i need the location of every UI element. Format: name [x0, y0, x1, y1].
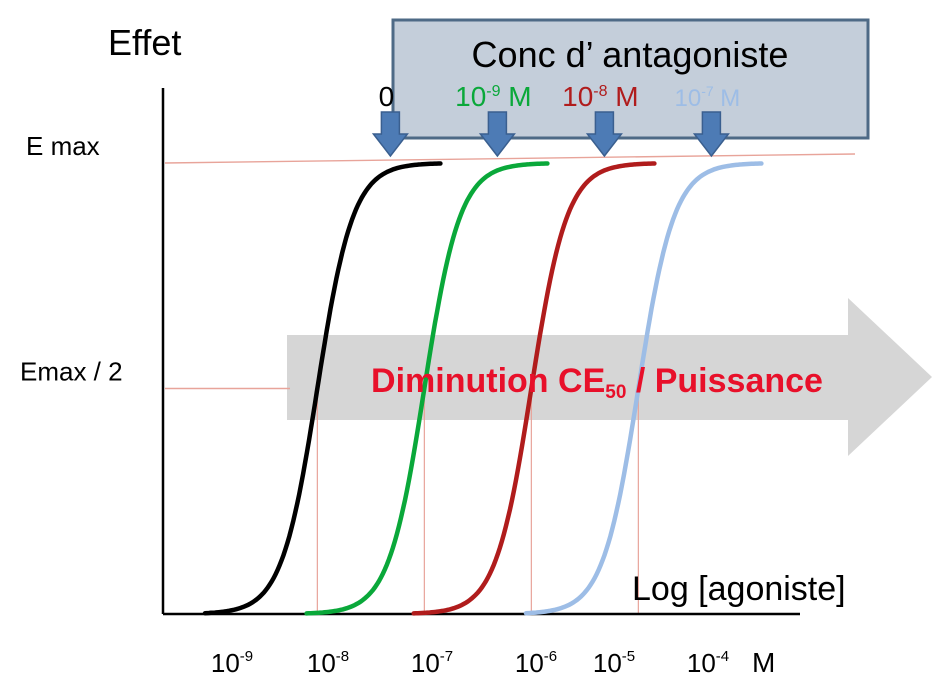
- legend-entry-unit: M: [608, 81, 639, 112]
- curve-series: [202, 161, 443, 616]
- legend-entry-label: 10-9 M: [455, 81, 532, 112]
- y-tick-label: E max: [26, 131, 100, 161]
- y-axis-title: Effet: [108, 22, 181, 63]
- legend-entry-unit: M: [501, 81, 532, 112]
- x-tick-label: 10-7: [411, 648, 453, 678]
- annotation-text: Diminution CE50 / Puissance: [371, 362, 823, 403]
- reference-lines: [164, 153, 856, 614]
- x-tick-exponent: -4: [716, 648, 729, 665]
- legend-title: Conc d’ antagoniste: [472, 34, 789, 75]
- x-tick-label: 10-6: [515, 648, 557, 678]
- emax-reference-line: [164, 153, 856, 164]
- y-tick-labels: E max Emax / 2: [20, 131, 123, 387]
- legend-entry-label: 10-8 M: [562, 81, 639, 112]
- legend-entry-unit: M: [714, 85, 741, 112]
- x-tick-base: 10: [211, 648, 240, 678]
- x-tick-label: 10-4: [687, 648, 729, 678]
- x-tick-exponent: -6: [544, 648, 557, 665]
- legend-entry-label: 0: [379, 81, 395, 112]
- legend-pointer-arrow: [585, 111, 623, 158]
- legend-pointer-arrow: [478, 111, 516, 158]
- curve-series: [523, 161, 764, 616]
- legend-pointer-arrow: [692, 111, 730, 158]
- legend-pointer-arrow: [371, 111, 409, 158]
- legend-entry-base: 10: [562, 81, 593, 112]
- x-tick-base: 10: [411, 648, 440, 678]
- legend-entries: 0 10-9 M 10-8 M 10-7 M: [371, 81, 740, 158]
- annotation-tail: / Puissance: [626, 362, 823, 400]
- x-axis-title: Log [agoniste]: [632, 570, 846, 608]
- y-tick-label: Emax / 2: [20, 357, 123, 387]
- x-tick-base: 10: [515, 648, 544, 678]
- legend-entry-base: 10: [674, 85, 701, 112]
- legend-box: [391, 18, 870, 140]
- legend-entry-base: 0: [379, 81, 395, 112]
- annotation-main: Diminution CE: [371, 362, 605, 400]
- potency-decrease-arrow: [287, 298, 932, 456]
- legend-entry-exponent: -7: [701, 83, 714, 99]
- curve-series: [411, 161, 657, 616]
- x-tick-label: 10-9: [211, 648, 253, 678]
- legend-entry-exponent: -9: [486, 83, 500, 100]
- legend-entry-base: 10: [455, 81, 486, 112]
- legend-entry-label: 10-7 M: [674, 83, 740, 112]
- x-tick-labels: 10-9 10-8 10-7 10-6 10-5 10-4: [211, 648, 729, 678]
- x-tick-exponent: -9: [240, 648, 253, 665]
- x-tick-label: 10-5: [593, 648, 635, 678]
- x-unit-label: M: [752, 647, 775, 678]
- x-tick-exponent: -5: [622, 648, 635, 665]
- x-tick-base: 10: [687, 648, 716, 678]
- annotation-subscript: 50: [605, 382, 626, 403]
- dose-response-curves: [202, 161, 764, 616]
- x-tick-label: 10-8: [307, 648, 349, 678]
- x-tick-base: 10: [593, 648, 622, 678]
- x-tick-exponent: -7: [440, 648, 453, 665]
- curve-series: [304, 161, 550, 616]
- legend-entry-exponent: -8: [593, 83, 607, 100]
- x-tick-exponent: -8: [336, 648, 349, 665]
- x-tick-base: 10: [307, 648, 336, 678]
